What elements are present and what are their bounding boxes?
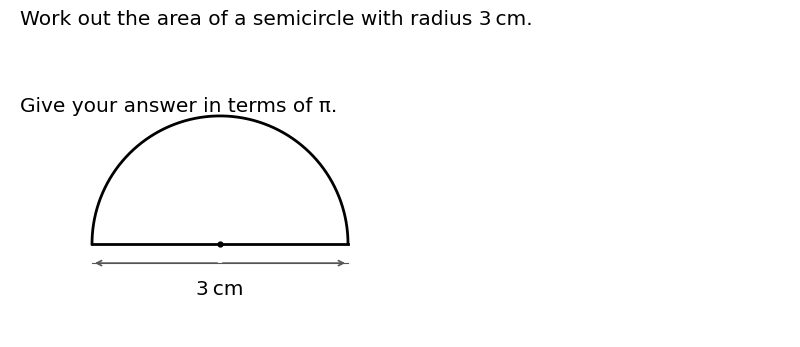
Text: 3 cm: 3 cm (196, 280, 244, 299)
Text: Give your answer in terms of π.: Give your answer in terms of π. (20, 97, 338, 116)
Text: Work out the area of a semicircle with radius 3 cm.: Work out the area of a semicircle with r… (20, 10, 533, 29)
